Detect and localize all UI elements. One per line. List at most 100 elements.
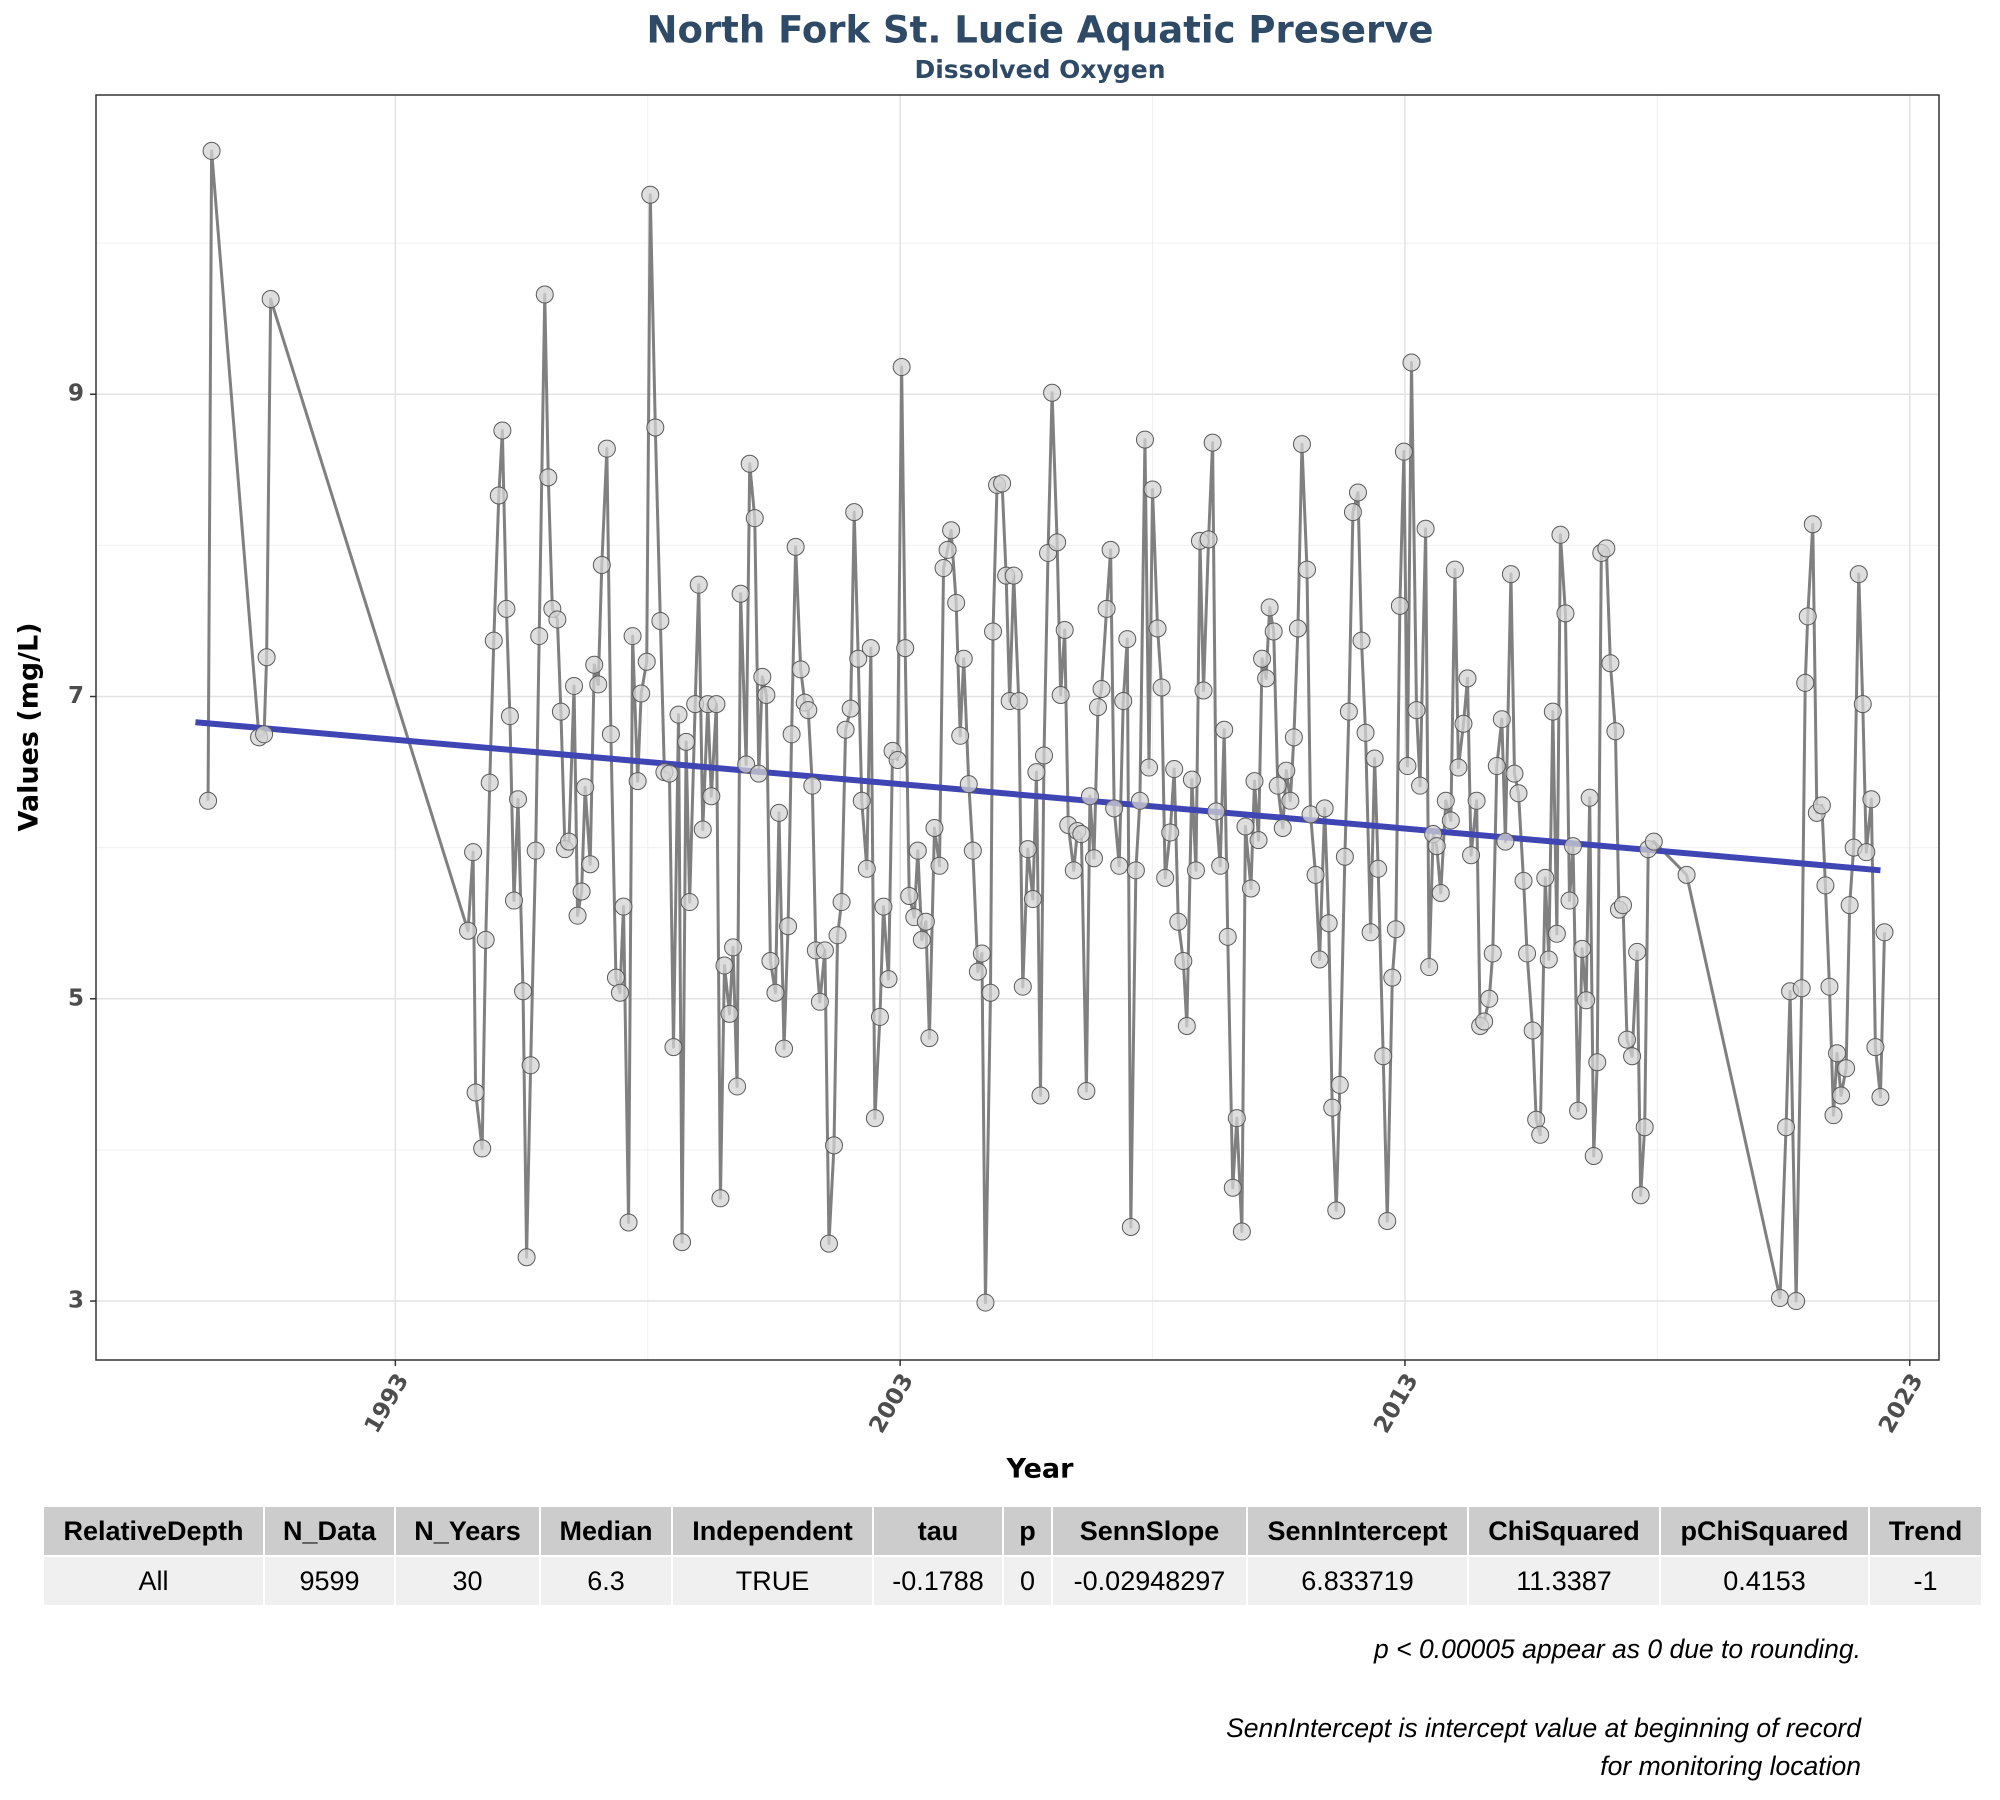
data-point xyxy=(849,649,868,668)
data-point xyxy=(993,474,1012,493)
data-point xyxy=(1623,1047,1642,1066)
y-tick-label: 7 xyxy=(68,683,84,709)
data-point xyxy=(1613,896,1632,915)
table-cell: 11.3387 xyxy=(1467,1555,1661,1607)
data-point xyxy=(623,627,642,646)
data-point xyxy=(1577,991,1596,1010)
data-point xyxy=(1518,944,1537,963)
data-point xyxy=(951,726,970,745)
data-point xyxy=(632,684,651,703)
data-point xyxy=(1402,353,1421,372)
data-point xyxy=(514,982,533,1001)
data-point xyxy=(1394,442,1413,461)
data-point xyxy=(199,791,218,810)
table-row: All 9599 30 6.3 TRUE -0.1788 0 -0.02948297 6.833… xyxy=(42,1555,1983,1607)
data-point xyxy=(1139,758,1158,777)
data-point xyxy=(888,750,907,769)
data-point xyxy=(1505,764,1524,783)
data-point xyxy=(753,667,772,686)
chart-title: North Fork St. Lucie Aquatic Preserve xyxy=(647,9,1434,52)
data-point xyxy=(592,556,611,575)
data-point xyxy=(1315,799,1334,818)
data-point xyxy=(1777,1118,1796,1137)
data-point xyxy=(1837,1059,1856,1078)
data-point xyxy=(1431,883,1450,902)
data-point xyxy=(1824,1106,1843,1125)
data-point xyxy=(1547,924,1566,943)
data-point xyxy=(724,938,743,957)
data-point xyxy=(1268,776,1287,795)
data-point xyxy=(1048,533,1067,552)
data-point xyxy=(769,803,788,822)
data-point xyxy=(576,778,595,797)
column-header: SennSlope xyxy=(1051,1505,1248,1557)
data-point xyxy=(1031,1086,1050,1105)
data-point xyxy=(1496,832,1515,851)
data-point xyxy=(1211,856,1230,875)
data-point xyxy=(1820,977,1839,996)
data-point xyxy=(1297,560,1316,579)
data-point xyxy=(749,764,768,783)
data-point xyxy=(870,1007,889,1026)
data-point xyxy=(1628,942,1647,961)
column-header: Trend xyxy=(1868,1505,1983,1557)
data-point xyxy=(1110,856,1129,875)
data-point xyxy=(1416,519,1435,538)
table-cell: 9599 xyxy=(263,1555,396,1607)
data-point xyxy=(874,897,893,916)
data-point xyxy=(619,1213,638,1232)
data-point xyxy=(947,593,966,612)
data-point xyxy=(841,699,860,718)
data-point xyxy=(1101,540,1120,559)
data-point xyxy=(1365,749,1384,768)
data-point xyxy=(459,921,478,940)
data-point xyxy=(1215,720,1234,739)
table-header: RelativeDepth N_Data N_Years Median Independ… xyxy=(42,1505,1983,1557)
data-point xyxy=(1606,722,1625,741)
data-point xyxy=(1009,692,1028,711)
data-point xyxy=(1327,1201,1346,1220)
y-tick-label: 3 xyxy=(68,1288,84,1314)
data-point xyxy=(1543,702,1562,721)
data-point xyxy=(916,912,935,931)
data-point xyxy=(1227,1109,1246,1128)
data-point xyxy=(680,893,699,912)
x-tick-label: 2023 xyxy=(1874,1369,1929,1437)
table-cell: -0.02948297 xyxy=(1051,1555,1248,1607)
data-point xyxy=(1787,1292,1806,1311)
data-point xyxy=(1462,846,1481,865)
data-point xyxy=(565,676,584,695)
data-point xyxy=(669,705,688,724)
data-point xyxy=(757,686,776,705)
data-point xyxy=(1536,868,1555,887)
trend-line xyxy=(195,719,1881,874)
data-point xyxy=(1348,483,1367,502)
data-point xyxy=(1288,619,1307,638)
data-line xyxy=(206,149,1886,1305)
data-point xyxy=(832,893,851,912)
data-point xyxy=(1352,631,1371,650)
plot-border xyxy=(95,94,1940,1361)
data-point xyxy=(651,611,670,630)
data-point xyxy=(1080,787,1099,806)
data-point xyxy=(255,725,274,744)
data-point xyxy=(1232,1222,1251,1241)
data-point xyxy=(1770,1289,1789,1308)
y-tick-label: 5 xyxy=(68,985,84,1011)
x-axis-title: Year xyxy=(1006,1454,1075,1485)
data-point xyxy=(1420,958,1439,977)
data-point xyxy=(1871,1088,1890,1107)
data-point xyxy=(1411,776,1430,795)
data-point xyxy=(857,859,876,878)
table-body: All 9599 30 6.3 TRUE -0.1788 0 -0.02948297 6.833… xyxy=(42,1555,1983,1607)
data-point xyxy=(1249,831,1268,850)
data-point xyxy=(1264,622,1283,641)
data-point xyxy=(1004,566,1023,585)
data-point xyxy=(930,856,949,875)
footnote: SennIntercept is intercept value at begi… xyxy=(1226,1713,1861,1781)
data-point xyxy=(1487,757,1506,776)
data-point xyxy=(1343,503,1362,522)
column-header: RelativeDepth xyxy=(42,1505,265,1557)
data-point xyxy=(1335,847,1354,866)
data-point xyxy=(1330,1075,1349,1094)
